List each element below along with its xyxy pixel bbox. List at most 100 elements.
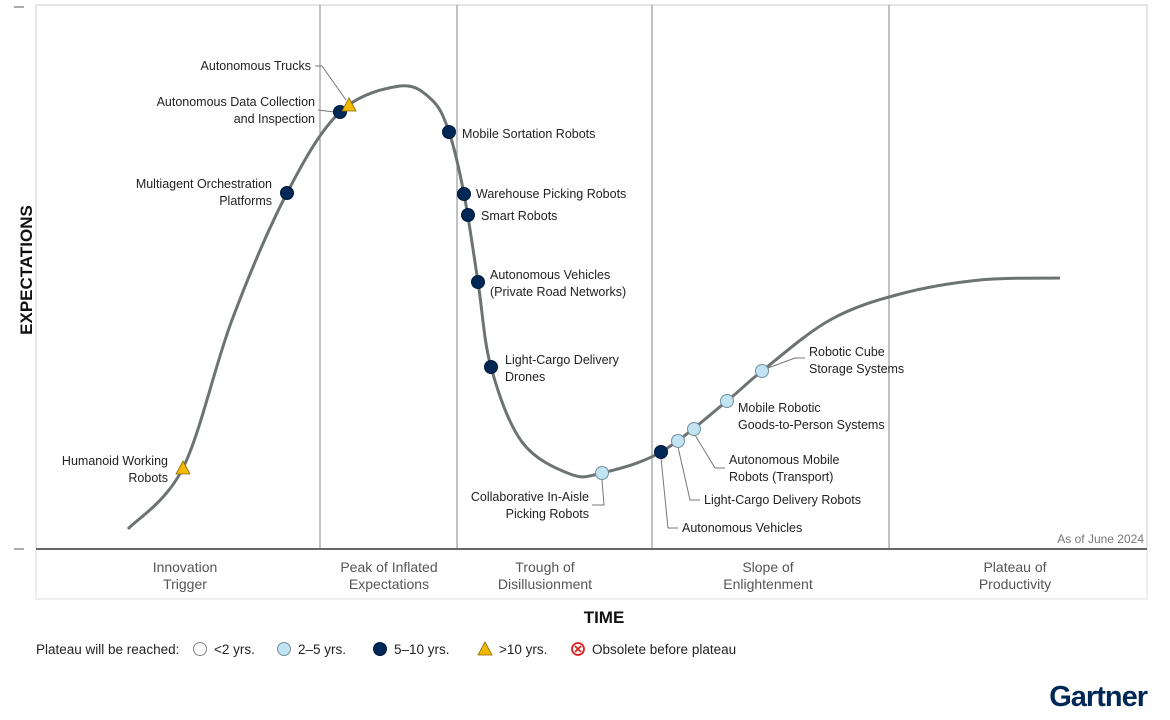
technology-label-line: Smart Robots: [481, 209, 557, 223]
technology-item: Multiagent Orchestration Platforms: [136, 177, 294, 208]
phase-label: Slope of: [742, 559, 793, 575]
technology-label: Autonomous Trucks: [201, 59, 311, 73]
technology-label-line: Autonomous Data Collection: [157, 95, 315, 109]
circle-marker: [484, 360, 498, 374]
leader-line: [660, 457, 678, 529]
circle-marker: [280, 186, 294, 200]
leader-line: [315, 65, 347, 101]
technology-label-line: Robots (Transport): [729, 470, 833, 484]
technology-label-line: Light-Cargo Delivery: [505, 353, 620, 367]
technology-label: Multiagent Orchestration Platforms: [136, 177, 272, 208]
technology-label-line: Robots: [128, 471, 168, 485]
technology-label: Warehouse Picking Robots: [476, 187, 626, 201]
phase-label: Disillusionment: [498, 576, 592, 592]
y-axis-label: EXPECTATIONS: [17, 205, 36, 335]
circle-marker: [471, 275, 485, 289]
legend-marker-2to5: [277, 642, 291, 656]
phase-band: [35, 548, 1148, 600]
technology-label-line: Autonomous Vehicles: [490, 268, 610, 282]
technology-label: Humanoid Working Robots: [62, 454, 168, 485]
technology-item: Mobile Robotic Goods-to-Person Systems: [720, 394, 885, 432]
circle-marker: [442, 125, 456, 139]
technology-item: Light-Cargo Delivery Robots: [671, 434, 861, 507]
circle-marker: [595, 466, 609, 480]
technology-label-line: Platforms: [219, 194, 272, 208]
circle-marker: [671, 434, 685, 448]
technology-item: Humanoid Working Robots: [62, 454, 191, 485]
technology-label-line: Storage Systems: [809, 362, 904, 376]
legend-label: Obsolete before plateau: [592, 642, 736, 657]
technology-item: Autonomous Vehicles: [654, 445, 802, 535]
leader-line: [694, 434, 725, 469]
legend-label: 2–5 yrs.: [298, 642, 346, 657]
circle-marker: [461, 208, 475, 222]
phase-label: Innovation: [153, 559, 218, 575]
legend-marker-gt10: [477, 641, 493, 656]
circle-marker: [687, 422, 701, 436]
legend-marker-lt2: [193, 642, 207, 656]
technology-item: Autonomous Mobile Robots (Transport): [687, 422, 840, 484]
phase-label: Trigger: [163, 576, 207, 592]
technology-label-line: Multiagent Orchestration: [136, 177, 272, 191]
x-axis-label: TIME: [584, 608, 625, 627]
technology-item: Light-Cargo Delivery Drones: [484, 353, 620, 384]
technology-label: Collaborative In-Aisle Picking Robots: [471, 490, 589, 521]
legend-label: 5–10 yrs.: [394, 642, 450, 657]
technology-label: Smart Robots: [481, 209, 557, 223]
hype-curve: [126, 84, 1061, 531]
technology-label-line: Robotic Cube: [809, 345, 885, 359]
triangle-marker: [175, 460, 191, 475]
technology-label: Autonomous Vehicles: [682, 521, 802, 535]
leader-line: [677, 446, 700, 501]
technology-item: Autonomous Vehicles (Private Road Network…: [471, 268, 626, 299]
triangle-marker: [341, 97, 357, 112]
technology-label: Mobile Sortation Robots: [462, 127, 595, 141]
gartner-logo: Gartner: [1049, 681, 1147, 713]
circle-marker: [654, 445, 668, 459]
technology-label-line: Autonomous Vehicles: [682, 521, 802, 535]
technology-label-line: Goods-to-Person Systems: [738, 418, 885, 432]
as-of-label: As of June 2024: [1057, 532, 1144, 546]
technology-label: Robotic Cube Storage Systems: [809, 345, 904, 376]
technology-item: Mobile Sortation Robots: [442, 125, 595, 141]
technology-label-line: Mobile Robotic: [738, 401, 821, 415]
technology-label: Light-Cargo Delivery Drones: [505, 353, 620, 384]
technology-item: Warehouse Picking Robots: [457, 187, 626, 201]
technology-label: Autonomous Data Collection and Inspection: [157, 95, 315, 126]
technology-label-line: Autonomous Trucks: [201, 59, 311, 73]
circle-marker: [457, 187, 471, 201]
circle-marker: [755, 364, 769, 378]
technology-item: Autonomous Trucks: [201, 59, 357, 112]
technology-item: Robotic Cube Storage Systems: [755, 345, 904, 378]
technology-item: Collaborative In-Aisle Picking Robots: [471, 466, 609, 521]
technology-label: Autonomous Vehicles (Private Road Network…: [490, 268, 626, 299]
phase-label: Trough of: [515, 559, 575, 575]
technology-label-line: Humanoid Working: [62, 454, 168, 468]
technology-label-line: Warehouse Picking Robots: [476, 187, 626, 201]
technology-label-line: (Private Road Networks): [490, 285, 626, 299]
technology-label: Light-Cargo Delivery Robots: [704, 493, 861, 507]
plot-area: [35, 4, 1148, 550]
technology-label-line: Picking Robots: [506, 507, 589, 521]
phase-label: Expectations: [349, 576, 429, 592]
legend-marker-5to10: [373, 642, 387, 656]
technology-label-line: Collaborative In-Aisle: [471, 490, 589, 504]
legend-marker-obsolete-x: [574, 645, 582, 653]
circle-marker: [720, 394, 734, 408]
leader-line: [592, 479, 605, 506]
legend-title: Plateau will be reached:: [36, 642, 179, 657]
technology-label-line: Mobile Sortation Robots: [462, 127, 595, 141]
leader-line: [317, 109, 335, 113]
technology-label-line: Light-Cargo Delivery Robots: [704, 493, 861, 507]
technology-label: Autonomous Mobile Robots (Transport): [729, 453, 840, 484]
phase-label: Peak of Inflated: [340, 559, 437, 575]
phase-label: Enlightenment: [723, 576, 813, 592]
technology-item: Smart Robots: [461, 208, 557, 223]
technology-label-line: Drones: [505, 370, 545, 384]
technology-label-line: Autonomous Mobile: [729, 453, 840, 467]
technology-label-line: and Inspection: [234, 112, 315, 126]
technology-label: Mobile Robotic Goods-to-Person Systems: [738, 401, 885, 432]
phase-label: Productivity: [979, 576, 1051, 592]
legend-label: >10 yrs.: [499, 642, 547, 657]
